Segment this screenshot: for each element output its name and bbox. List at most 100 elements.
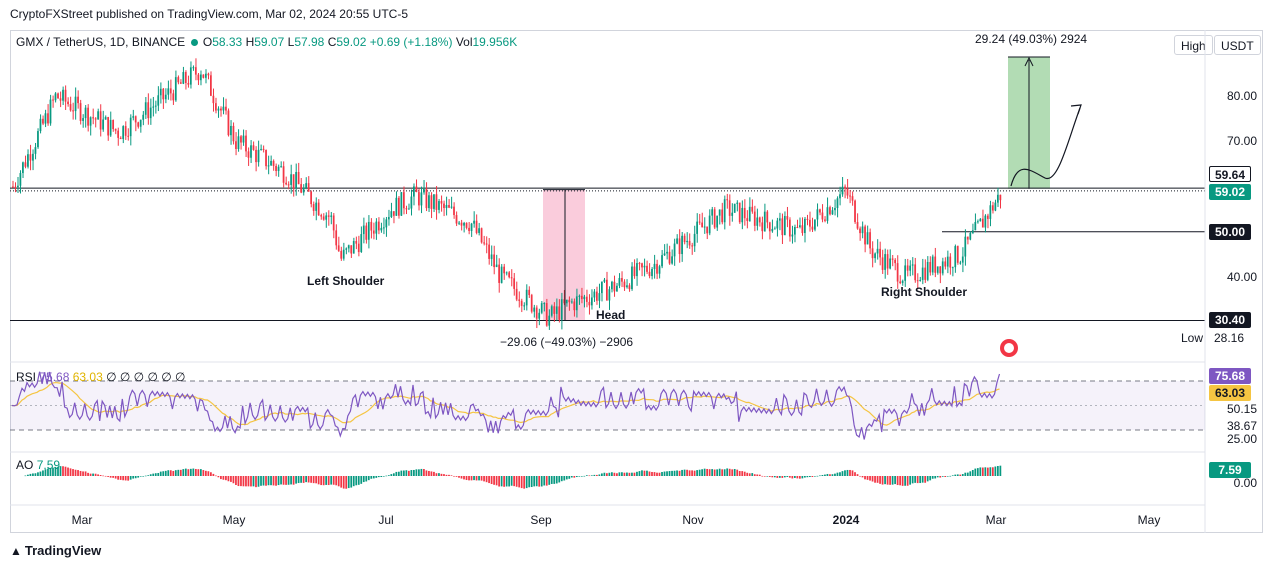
ao-bar xyxy=(919,476,922,484)
price-candle xyxy=(959,262,962,264)
price-candle xyxy=(643,265,646,268)
price-candle xyxy=(929,261,932,273)
price-candle xyxy=(608,289,611,301)
ao-bar xyxy=(247,476,250,487)
ao-bar xyxy=(47,468,49,476)
price-candle xyxy=(683,235,686,243)
price-tag-last: 59.02 xyxy=(1209,184,1251,200)
price-candle xyxy=(606,279,608,301)
ao-bar xyxy=(157,472,160,476)
price-candle xyxy=(756,217,759,226)
ao-bar xyxy=(613,472,616,476)
price-candle xyxy=(981,218,984,228)
ao-bar xyxy=(608,472,611,476)
ao-bar xyxy=(72,469,74,476)
ao-bar xyxy=(981,467,984,476)
price-candle xyxy=(826,207,829,221)
ao-bar xyxy=(109,476,112,478)
ao-bar xyxy=(215,475,217,477)
price-candle xyxy=(844,186,846,189)
ao-bar xyxy=(240,476,242,487)
ao-bar xyxy=(97,474,99,476)
price-candle xyxy=(666,251,668,254)
price-candle xyxy=(688,240,691,246)
price-candle xyxy=(460,222,463,226)
ao-bar xyxy=(814,476,816,477)
ao-bar xyxy=(698,469,701,476)
ao-bar xyxy=(598,474,601,476)
rsi-title: RSI xyxy=(16,370,37,384)
price-candle xyxy=(408,208,410,210)
price-candle xyxy=(448,204,450,208)
ao-bar xyxy=(312,476,315,484)
price-candle xyxy=(778,218,781,221)
ao-bar xyxy=(92,473,94,476)
ao-bar xyxy=(408,470,410,476)
price-candle xyxy=(994,202,997,211)
price-candle xyxy=(385,219,388,228)
price-candle xyxy=(202,74,205,78)
ao-bar xyxy=(969,471,972,476)
ao-bar xyxy=(137,476,140,478)
ao-bar xyxy=(277,476,280,486)
ao-bar xyxy=(894,476,896,485)
ao-bar xyxy=(400,470,403,476)
ao-bar xyxy=(786,476,789,477)
price-candle xyxy=(37,131,39,148)
ao-bar xyxy=(222,476,225,480)
price-candle xyxy=(611,281,613,290)
price-candle xyxy=(548,315,551,326)
ao-bar xyxy=(448,474,450,476)
ao-bar xyxy=(27,474,29,476)
price-candle xyxy=(996,194,999,203)
price-candle xyxy=(372,230,375,234)
ao-bar xyxy=(736,469,739,476)
ao-bar xyxy=(230,476,232,482)
price-candle xyxy=(595,291,598,301)
ao-bar xyxy=(478,476,480,481)
price-candle xyxy=(894,259,896,264)
price-candle xyxy=(395,197,398,216)
price-candle xyxy=(518,299,521,301)
ao-bar xyxy=(781,476,784,478)
currency-button[interactable]: USDT xyxy=(1214,35,1261,55)
price-candle xyxy=(443,203,445,209)
price-candle xyxy=(706,226,709,234)
ao-bar xyxy=(385,475,388,477)
ao-bar xyxy=(305,476,307,483)
ao-tag: 7.59 xyxy=(1209,462,1251,478)
ao-bar xyxy=(944,476,947,478)
price-candle xyxy=(573,301,576,311)
price-candle xyxy=(420,192,423,206)
ao-bar xyxy=(139,476,142,477)
ao-bar xyxy=(886,476,889,485)
price-candle xyxy=(723,199,726,223)
price-candle xyxy=(365,225,368,240)
ao-bar xyxy=(798,476,801,479)
price-candle xyxy=(869,232,871,249)
published-caption: CryptoFXStreet published on TradingView.… xyxy=(10,7,408,21)
price-candle xyxy=(804,218,806,234)
ao-bar xyxy=(495,476,498,486)
rsi-value: 75.68 xyxy=(39,370,70,384)
ao-bar xyxy=(548,476,551,485)
price-candle xyxy=(199,74,202,81)
price-candle xyxy=(911,264,914,266)
price-candle xyxy=(390,211,393,218)
ao-bar xyxy=(382,476,385,477)
ao-bar xyxy=(824,474,826,476)
price-candle xyxy=(783,216,786,236)
ao-bar xyxy=(300,476,302,483)
price-candle xyxy=(235,141,237,149)
price-candle xyxy=(182,72,185,84)
ao-bar xyxy=(949,475,952,477)
ao-bar xyxy=(443,474,445,476)
ao-bar xyxy=(821,474,824,476)
ao-bar xyxy=(317,476,320,485)
price-candle xyxy=(84,107,87,119)
price-candle xyxy=(14,186,17,188)
ao-bar xyxy=(595,474,598,476)
high-button[interactable]: High xyxy=(1174,35,1213,55)
ao-bar xyxy=(107,476,109,477)
ao-bar xyxy=(212,473,215,476)
